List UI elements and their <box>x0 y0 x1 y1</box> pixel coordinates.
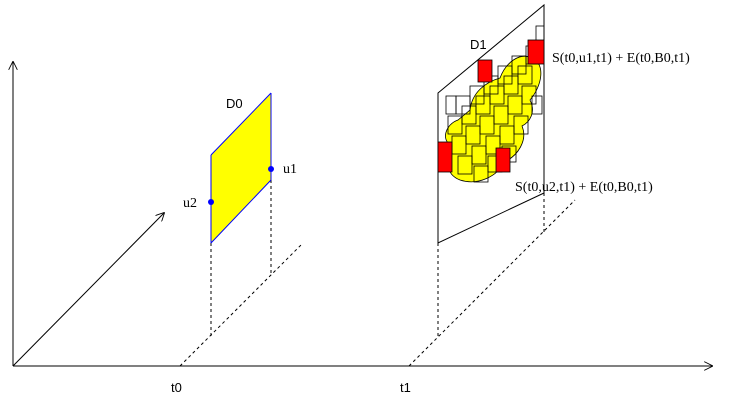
d0-region <box>211 93 271 243</box>
red-cell-top-right <box>527 39 545 65</box>
d0-top-edge <box>210 92 272 156</box>
t1-depth-dashed <box>408 199 576 367</box>
u2-label: u2 <box>183 196 197 211</box>
depth-axis <box>12 213 164 367</box>
u1-label: u1 <box>283 162 297 177</box>
d0-label: D0 <box>226 96 243 111</box>
d1-cell-grid <box>445 25 545 183</box>
point-u2 <box>208 199 214 205</box>
d1-label: D1 <box>470 37 487 52</box>
t0-tick-label: t0 <box>171 380 182 395</box>
annotation-u1: S(t0,u1,t1) + E(t0,B0,t1) <box>552 51 690 66</box>
d1-red-cells <box>437 39 545 173</box>
d0-bottom-edge <box>210 179 272 244</box>
t0-depth-dashed <box>179 243 303 367</box>
t1-tick-label: t1 <box>400 380 411 395</box>
annotation-u2: S(t0,u2,t1) + E(t0,B0,t1) <box>515 180 653 195</box>
domain-d1 <box>437 3 545 244</box>
domain-d0 <box>208 92 274 244</box>
red-cell-bottom <box>495 147 511 173</box>
red-cell-top-left <box>477 59 493 83</box>
point-u1 <box>268 166 274 172</box>
red-cell-left <box>437 141 453 173</box>
